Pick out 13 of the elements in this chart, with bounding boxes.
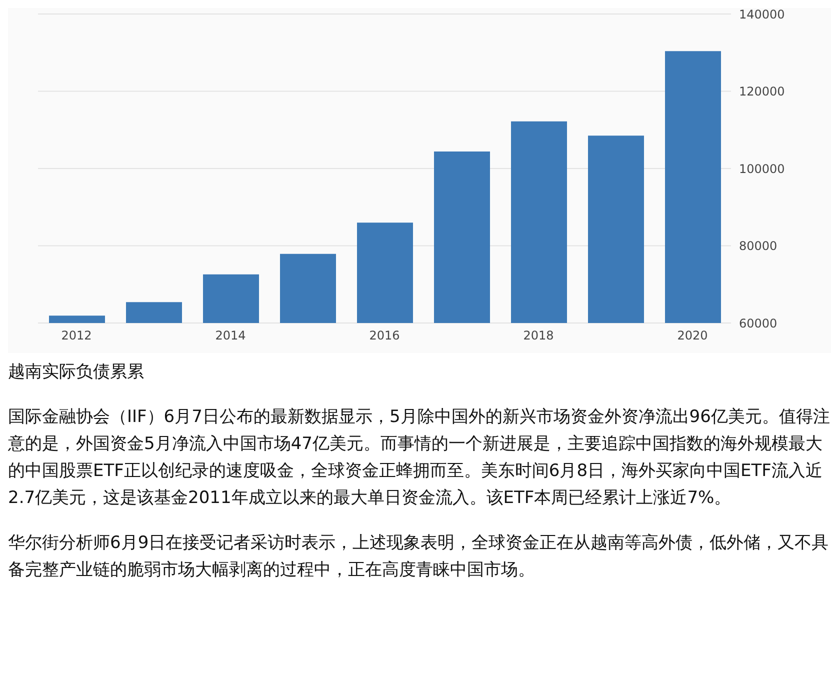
y-tick-label: 100000 — [739, 162, 785, 176]
text: 越南实际负债累累 — [8, 361, 145, 384]
y-tick-label: 140000 — [739, 7, 785, 22]
text: 国际金融协会（IIF）6月7日公布的最新数据显示，5月除中国外的新兴市场资金外资净流出96亿美元。值得注意的是，外国资金5月净流入中国市场47亿美元。而事情的一个新进展是，主要追踪中国指数的海外规模最大的中国股票ETF正以创纪录的速度吸金，全球资金正蜂拥而至。美东时间6月8日，海外买家向中国ETF流入近2.7亿美元，这是该基金2011年成立以来的最大单日资金流入。该ETF本周已经累计上涨近7%。 — [8, 406, 831, 510]
y-tick-label: 60000 — [739, 316, 778, 330]
y-tick-label: 80000 — [739, 239, 778, 254]
x-tick-label: 2016 — [369, 328, 400, 343]
x-tick-label: 2020 — [677, 328, 708, 343]
x-tick-label: 2014 — [215, 328, 246, 343]
y-tick-label: 120000 — [739, 84, 785, 99]
x-tick-label: 2018 — [523, 328, 554, 343]
x-tick-label: 2012 — [61, 328, 92, 343]
text: 华尔街分析师6月9日在接受记者采访时表示，上述现象表明，全球资金正在从越南等高外债，低外储，又不具备完整产业链的脆弱市场大幅剥离的过程中，正在高度青睐中国市场。 — [8, 532, 830, 582]
